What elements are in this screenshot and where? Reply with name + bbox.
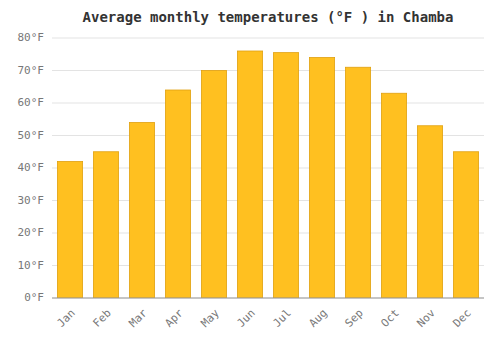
chart: Average monthly temperatures (°F ) in Ch… <box>0 0 500 350</box>
x-tick-label: Jul <box>271 307 294 330</box>
x-tick-label: Sep <box>343 307 366 330</box>
y-tick-label: 60°F <box>18 96 45 109</box>
x-tick-label: May <box>199 306 223 330</box>
x-tick-label: Mar <box>127 306 151 330</box>
title: Average monthly temperatures (°F ) in Ch… <box>83 9 454 25</box>
bar <box>381 93 406 298</box>
x-tick-label: Dec <box>451 307 474 330</box>
bar <box>57 162 82 299</box>
bar <box>201 71 226 299</box>
y-tick-label: 30°F <box>18 194 45 207</box>
page: {"chart_data": {"type": "bar", "title": … <box>0 0 500 350</box>
y-tick-label: 10°F <box>18 259 45 272</box>
bar <box>345 67 370 298</box>
bar <box>453 152 478 298</box>
y-tick-label: 80°F <box>18 31 45 44</box>
y-tick-label: 40°F <box>18 161 45 174</box>
bar <box>309 58 334 299</box>
bar <box>165 90 190 298</box>
y-tick-label: 50°F <box>18 129 45 142</box>
bar <box>273 53 298 298</box>
chart-container: Average monthly temperatures (°F ) in Ch… <box>0 0 500 350</box>
bars <box>57 51 478 298</box>
x-tick-label: Nov <box>415 306 439 330</box>
bar <box>129 123 154 299</box>
y-axis: 0°F 10°F 20°F 30°F 40°F 50°F 60°F 70°F 80°F <box>18 31 45 304</box>
y-tick-label: 0°F <box>24 291 44 304</box>
x-tick-label: Aug <box>307 307 330 330</box>
x-tick-label: Apr <box>163 306 187 330</box>
y-tick-label: 70°F <box>18 64 45 77</box>
bar <box>417 126 442 298</box>
x-axis-line <box>52 298 484 299</box>
grid-line <box>52 103 484 104</box>
bar <box>93 152 118 298</box>
x-tick-label: Jan <box>55 307 78 330</box>
grid <box>52 38 484 298</box>
x-tick-label: Feb <box>91 307 114 330</box>
y-tick-label: 20°F <box>18 226 45 239</box>
x-tick-label: Oct <box>379 307 402 330</box>
x-axis: Jan Feb Mar Apr May Jun Jul Aug Sep Oct Nov Dec <box>55 306 474 330</box>
x-tick-label: Jun <box>235 307 258 330</box>
bar <box>237 51 262 298</box>
grid-line <box>52 298 484 299</box>
grid-line <box>52 70 484 71</box>
grid-line <box>52 38 484 39</box>
